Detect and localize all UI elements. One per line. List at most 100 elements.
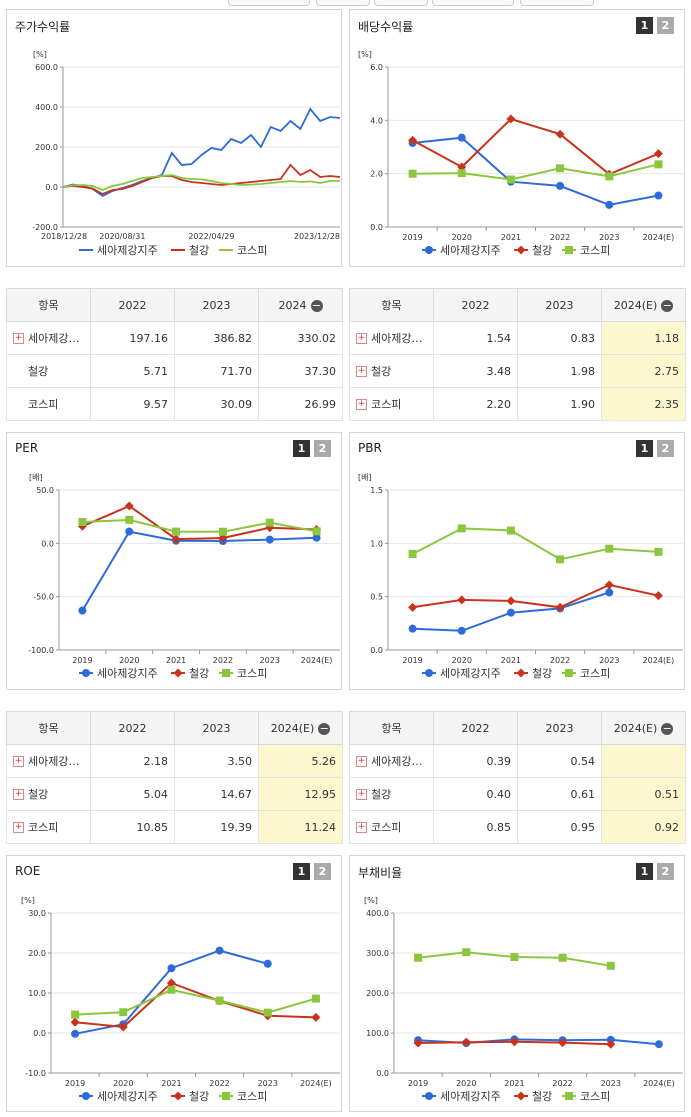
table-row: 코스피 9.57 30.09 26.99 bbox=[6, 387, 343, 421]
value-cell: 0.54 bbox=[517, 744, 602, 778]
legend-label: 철강 bbox=[189, 1090, 209, 1103]
expand-row-icon[interactable]: + bbox=[356, 398, 367, 410]
data-point bbox=[457, 133, 466, 142]
x-tick-label: 2019 bbox=[65, 1079, 85, 1088]
pbr-table: 항목 2022 2023 2024(E) − + 세아제강… 0.39 0.54 + 철강 0.40 0… bbox=[349, 711, 686, 844]
tab-2[interactable]: 2 bbox=[314, 863, 331, 880]
value-cell: 5.71 bbox=[90, 354, 175, 388]
data-point bbox=[173, 668, 183, 678]
data-point bbox=[82, 669, 90, 677]
data-point bbox=[311, 994, 320, 1003]
expand-row-icon[interactable]: + bbox=[13, 788, 24, 800]
data-point bbox=[263, 959, 272, 968]
column-header-year: 2022 bbox=[433, 711, 518, 745]
data-point bbox=[408, 624, 417, 633]
tab-2[interactable]: 2 bbox=[657, 863, 674, 880]
header-label: 2022 bbox=[118, 298, 147, 312]
y-tick-label: 0.0 bbox=[376, 1069, 389, 1078]
value-cell: 2.20 bbox=[433, 387, 518, 421]
header-label: 항목 bbox=[38, 722, 59, 735]
header-label: 2024 bbox=[278, 298, 307, 312]
row-name-cell: + 철강 bbox=[349, 354, 434, 388]
dividend-yield-panel: 배당수익률 1 2 [%] 6.0 4.0 2.0 0.0 2019 2020 2021 202… bbox=[349, 9, 685, 267]
row-name-cell: + 코스피 bbox=[6, 810, 91, 844]
series-line bbox=[82, 518, 317, 533]
series-line bbox=[412, 136, 659, 206]
value-cell: 0.85 bbox=[433, 810, 518, 844]
legend-label: 세아제강지주 bbox=[97, 1090, 158, 1103]
row-name: 코스피 bbox=[28, 398, 59, 411]
collapse-column-icon[interactable]: − bbox=[318, 721, 331, 735]
expand-row-icon[interactable]: + bbox=[13, 332, 24, 344]
expand-row-icon[interactable]: + bbox=[356, 788, 367, 800]
tab-1[interactable]: 1 bbox=[293, 440, 310, 457]
tab-2[interactable]: 2 bbox=[314, 440, 331, 457]
top-control[interactable] bbox=[316, 0, 370, 6]
data-point bbox=[565, 246, 573, 254]
expand-row-icon[interactable]: + bbox=[356, 332, 367, 344]
data-point bbox=[425, 246, 433, 254]
top-control[interactable] bbox=[374, 0, 428, 6]
tab-1[interactable]: 1 bbox=[636, 440, 653, 457]
x-tick-label: 2022 bbox=[213, 656, 233, 665]
expand-row-icon[interactable]: + bbox=[356, 365, 367, 377]
tab-group: 1 2 bbox=[636, 440, 674, 457]
table-row: + 세아제강… 0.39 0.54 bbox=[349, 744, 686, 778]
expand-row-icon[interactable]: + bbox=[356, 821, 367, 833]
data-point bbox=[605, 544, 614, 553]
expand-row-icon[interactable]: + bbox=[13, 755, 24, 767]
tab-2[interactable]: 2 bbox=[657, 440, 674, 457]
header-label: 항목 bbox=[381, 299, 402, 312]
header-label: 2024(E) bbox=[613, 721, 658, 735]
data-point bbox=[263, 1008, 272, 1017]
legend-label: 코스피 bbox=[580, 244, 610, 257]
data-point bbox=[408, 135, 418, 145]
unit-label: [배] bbox=[29, 473, 43, 482]
row-name-cell: + 철강 bbox=[349, 777, 434, 811]
collapse-column-icon[interactable]: − bbox=[661, 721, 674, 735]
tab-1[interactable]: 1 bbox=[293, 863, 310, 880]
data-point bbox=[516, 668, 526, 678]
collapse-column-icon[interactable]: − bbox=[661, 298, 674, 312]
top-control[interactable] bbox=[520, 0, 594, 6]
legend-label: 철강 bbox=[189, 667, 209, 680]
data-point bbox=[605, 172, 614, 181]
tab-group: 1 2 bbox=[636, 863, 674, 880]
x-tick-label: 2023 bbox=[599, 656, 619, 665]
value-cell: 37.30 bbox=[258, 354, 343, 388]
tab-2[interactable]: 2 bbox=[657, 17, 674, 34]
tab-1[interactable]: 1 bbox=[636, 17, 653, 34]
table-row: + 세아제강… 1.54 0.83 1.18 bbox=[349, 321, 686, 355]
data-point bbox=[556, 164, 565, 173]
data-point bbox=[408, 550, 417, 558]
y-tick-label: 300.0 bbox=[366, 949, 389, 958]
header-label: 2024(E) bbox=[270, 721, 315, 735]
header-label: 2023 bbox=[202, 298, 231, 312]
x-tick-label: 2024(E) bbox=[643, 656, 675, 665]
x-tick-label: 2021 bbox=[166, 656, 186, 665]
legend-label: 세아제강지주 bbox=[440, 1090, 501, 1103]
data-point bbox=[173, 1091, 183, 1101]
data-point bbox=[510, 953, 519, 961]
tab-1[interactable]: 1 bbox=[636, 863, 653, 880]
series-line bbox=[75, 988, 317, 1016]
data-point bbox=[265, 535, 274, 544]
expand-row-icon[interactable]: + bbox=[13, 821, 24, 833]
series-line bbox=[62, 174, 340, 191]
series-line bbox=[62, 163, 341, 195]
collapse-column-icon[interactable]: − bbox=[310, 298, 323, 312]
y-tick-label: -200.0 bbox=[32, 223, 58, 232]
y-tick-label: 100.0 bbox=[366, 1029, 389, 1038]
expand-row-icon[interactable]: + bbox=[356, 755, 367, 767]
x-tick-label: 2022 bbox=[552, 1079, 572, 1088]
panel-title: PBR bbox=[358, 441, 382, 455]
value-cell: 2.18 bbox=[90, 744, 175, 778]
top-control[interactable] bbox=[228, 0, 310, 6]
series-line bbox=[412, 163, 659, 181]
data-point bbox=[70, 1017, 80, 1027]
value-cell: 0.51 bbox=[601, 777, 686, 811]
value-cell: 26.99 bbox=[258, 387, 343, 421]
top-control[interactable] bbox=[432, 0, 514, 6]
unit-label: [배] bbox=[358, 473, 372, 482]
